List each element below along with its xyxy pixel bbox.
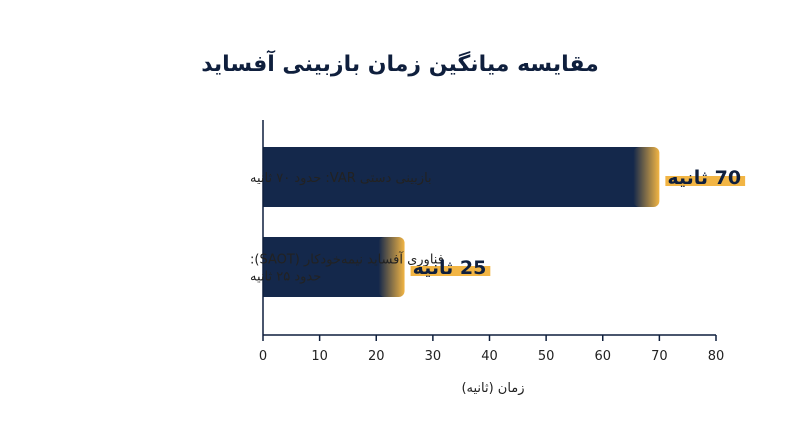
category-label: فناوری آفساید نیمه‌خودکار (SAOT): <box>250 251 444 268</box>
x-tick-label: 50 <box>538 349 555 364</box>
x-tick-label: 80 <box>708 349 725 364</box>
category-label: حدود ۲۵ ثانیه <box>250 270 321 285</box>
x-tick-label: 40 <box>481 349 498 364</box>
labels-layer: بازبینی دستی VAR: حدود ۷۰ ثانیه 70 ثانیه ف… <box>250 167 746 285</box>
data-label: 25 ثانیه <box>413 257 487 279</box>
x-tick-label: 10 <box>311 349 328 364</box>
x-tick-label: 0 <box>259 349 267 364</box>
data-label-highlight <box>410 266 491 276</box>
axes-layer: 0 10 20 30 40 50 60 70 80 <box>259 120 724 364</box>
bar <box>263 147 654 207</box>
chart-title: مقایسه میانگین زمان بازبینی آفساید <box>201 49 599 77</box>
bar-tip <box>378 237 405 297</box>
bars-layer <box>263 147 660 297</box>
x-tick-label: 60 <box>594 349 611 364</box>
category-label: بازبینی دستی VAR: حدود ۷۰ ثانیه <box>250 171 432 186</box>
x-tick-label: 20 <box>368 349 385 364</box>
data-label: 70 ثانیه <box>667 167 741 189</box>
data-label-highlight <box>665 176 746 186</box>
bar <box>263 237 399 297</box>
x-tick-label: 30 <box>425 349 442 364</box>
x-axis-label: زمان (ثانیه) <box>461 381 524 396</box>
x-tick-label: 70 <box>651 349 668 364</box>
bar-tip <box>633 147 660 207</box>
